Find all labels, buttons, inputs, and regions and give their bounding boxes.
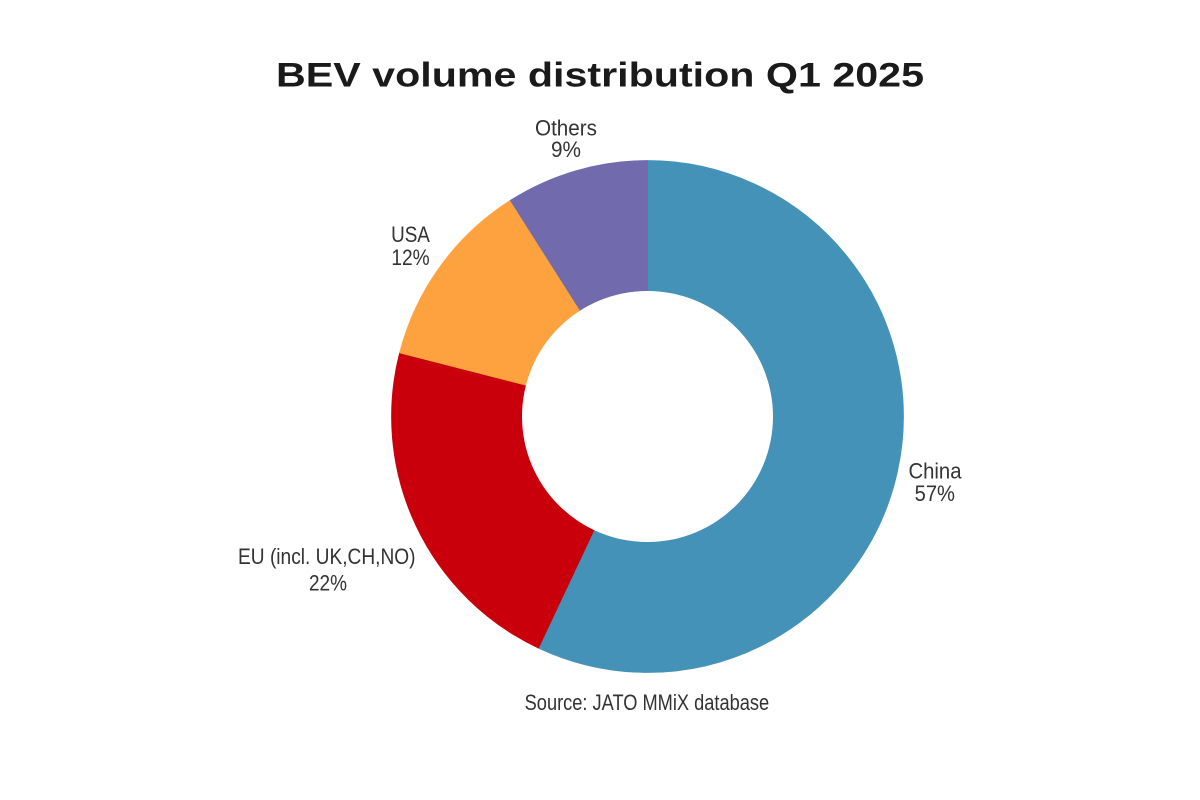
svg-text:12%: 12% bbox=[391, 245, 429, 270]
svg-text:Others: Others bbox=[535, 116, 597, 141]
svg-text:USA: USA bbox=[391, 222, 430, 247]
svg-text:22%: 22% bbox=[309, 571, 347, 596]
svg-text:57%: 57% bbox=[915, 481, 955, 506]
svg-text:BEV volume distribution Q1 202: BEV volume distribution Q1 2025 bbox=[276, 57, 924, 95]
svg-text:China: China bbox=[909, 459, 963, 484]
svg-text:Source: JATO MMiX database: Source: JATO MMiX database bbox=[525, 690, 770, 715]
svg-text:9%: 9% bbox=[551, 137, 581, 162]
svg-text:EU (incl. UK,CH,NO): EU (incl. UK,CH,NO) bbox=[238, 544, 416, 569]
